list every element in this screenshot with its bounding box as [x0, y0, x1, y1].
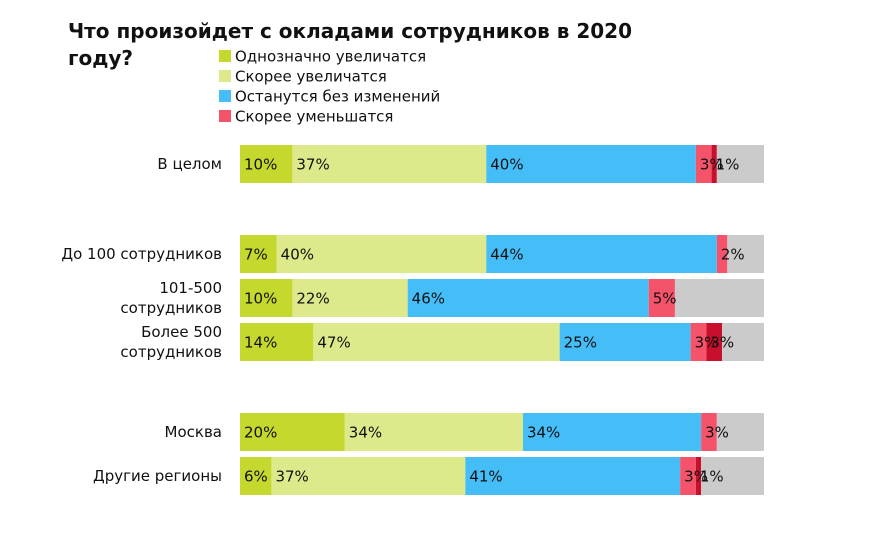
value-label: 25% — [564, 334, 597, 352]
bar-segment — [695, 457, 702, 495]
value-label: 6% — [244, 468, 268, 486]
value-label: 37% — [296, 156, 329, 174]
category-label: 101-500 сотрудников — [120, 279, 222, 317]
bar-segment — [701, 413, 717, 451]
bar-segment — [522, 413, 702, 451]
value-label: 34% — [527, 424, 560, 442]
bar-segment — [465, 457, 681, 495]
legend-marker — [219, 110, 231, 122]
value-label: 14% — [244, 334, 277, 352]
value-label: 40% — [281, 246, 314, 264]
bar-segment — [674, 279, 764, 317]
bar-segment — [240, 279, 293, 317]
bar-segment — [292, 145, 487, 183]
legend-label: Скорее увеличатся — [235, 68, 387, 86]
value-label: 3% — [705, 424, 729, 442]
bar-segment — [690, 323, 707, 361]
bar-segment — [701, 457, 764, 495]
bar-segment — [711, 145, 717, 183]
bar-segment — [240, 457, 272, 495]
bar-segment — [344, 413, 523, 451]
value-label: 46% — [412, 290, 445, 308]
bar-segment — [559, 323, 691, 361]
legend-label: Скорее уменьшатся — [235, 108, 393, 126]
legend-label: Однозначно увеличатся — [235, 48, 426, 66]
bar-segment — [313, 323, 560, 361]
category-label: До 100 сотрудников — [61, 245, 222, 263]
value-label: 2% — [721, 246, 745, 264]
bar-segment — [680, 457, 696, 495]
legend-marker — [219, 70, 231, 82]
bar-segment — [240, 145, 293, 183]
bar-segment — [706, 323, 723, 361]
bar-segment — [240, 235, 277, 273]
bar-segment — [716, 145, 764, 183]
chart-title: Что произойдет с окладами сотрудников в … — [68, 19, 632, 70]
value-label: 3% — [695, 334, 719, 352]
bar-segment — [407, 279, 649, 317]
bar-segment — [486, 145, 696, 183]
bar-segment — [722, 323, 764, 361]
bar-segment — [292, 279, 408, 317]
value-label: 1% — [716, 156, 740, 174]
value-label: 3% — [710, 334, 734, 352]
bar-segment — [240, 323, 314, 361]
value-label: 1% — [700, 468, 724, 486]
category-label: Москва — [164, 423, 222, 441]
category-label: Другие регионы — [93, 467, 222, 485]
bar-segment — [695, 145, 712, 183]
category-label: В целом — [157, 155, 222, 173]
value-label: 34% — [349, 424, 382, 442]
legend-marker — [219, 90, 231, 102]
bar-segment — [648, 279, 675, 317]
bar-segment — [271, 457, 466, 495]
value-label: 20% — [244, 424, 277, 442]
value-label: 5% — [653, 290, 677, 308]
value-label: 3% — [700, 156, 724, 174]
bar-segment — [716, 235, 728, 273]
value-label: 37% — [275, 468, 308, 486]
value-label: 40% — [490, 156, 523, 174]
bar-segment — [276, 235, 487, 273]
legend-label: Останутся без изменений — [235, 88, 440, 106]
value-label: 3% — [684, 468, 708, 486]
bar-segment — [240, 413, 345, 451]
value-label: 22% — [296, 290, 329, 308]
value-label: 44% — [490, 246, 523, 264]
bar-segment — [727, 235, 764, 273]
value-label: 47% — [317, 334, 350, 352]
legend-marker — [219, 50, 231, 62]
value-label: 10% — [244, 290, 277, 308]
category-label: Более 500 сотрудников — [120, 323, 222, 361]
value-label: 41% — [469, 468, 502, 486]
value-label: 10% — [244, 156, 277, 174]
bar-segment — [716, 413, 764, 451]
bar-segment — [486, 235, 717, 273]
value-label: 7% — [244, 246, 268, 264]
